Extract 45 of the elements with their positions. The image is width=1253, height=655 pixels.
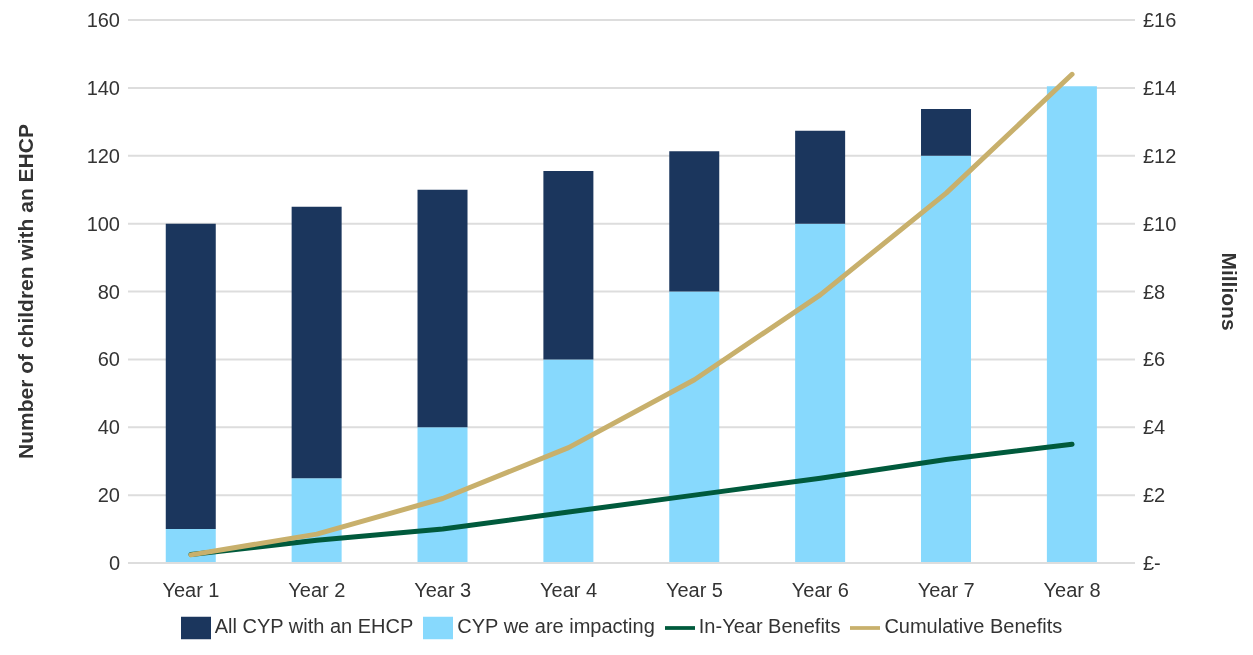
x-tick-label: Year 6 <box>791 579 849 602</box>
bar <box>543 171 594 360</box>
bar <box>669 291 720 563</box>
y-tick-label: 100 <box>86 212 120 235</box>
y-axis-title: Number of children with an EHCP <box>14 124 38 459</box>
y2-tick-label: £10 <box>1143 212 1177 235</box>
y2-tick-label: £- <box>1143 552 1161 575</box>
bar <box>417 189 468 428</box>
bar <box>291 206 342 479</box>
y-tick-label: 20 <box>97 484 120 507</box>
y-tick-label: 160 <box>86 9 120 31</box>
legend-label: In-Year Benefits <box>698 615 841 638</box>
x-tick-label: Year 8 <box>1043 579 1101 602</box>
y2-tick-label: £16 <box>1143 9 1177 32</box>
legend-label: CYP we are impacting <box>457 615 655 638</box>
x-tick-label: Year 2 <box>288 579 346 602</box>
legend-label: All CYP with an EHCP <box>214 615 414 638</box>
y2-tick-label: £4 <box>1143 416 1166 439</box>
y2-tick-label: £6 <box>1143 348 1166 371</box>
bar <box>165 223 216 530</box>
x-tick-label: Year 5 <box>665 579 723 602</box>
x-tick-label: Year 4 <box>540 579 598 602</box>
legend-label: Cumulative Benefits <box>884 615 1063 638</box>
y-tick-label: 0 <box>108 552 120 574</box>
bar <box>543 359 594 563</box>
y-tick-label: 40 <box>97 416 120 439</box>
y2-tick-label: £8 <box>1143 280 1166 303</box>
x-tick-label: Year 3 <box>414 579 472 602</box>
bar <box>417 427 468 563</box>
bar <box>1046 86 1097 563</box>
y-tick-label: 60 <box>97 348 120 371</box>
bar <box>921 108 972 156</box>
y2-tick-label: £2 <box>1143 484 1166 507</box>
y2-axis-title: Millions <box>1217 252 1241 331</box>
y2-tick-label: £12 <box>1143 144 1177 167</box>
bar <box>921 155 972 563</box>
x-tick-label: Year 7 <box>917 579 975 602</box>
y-tick-label: 80 <box>97 280 120 303</box>
y2-tick-label: £14 <box>1143 76 1177 99</box>
y-tick-label: 120 <box>86 144 120 167</box>
bar <box>795 223 846 563</box>
y-tick-label: 140 <box>86 76 120 99</box>
bar <box>669 151 720 292</box>
bar <box>795 130 846 224</box>
x-tick-label: Year 1 <box>162 579 220 602</box>
